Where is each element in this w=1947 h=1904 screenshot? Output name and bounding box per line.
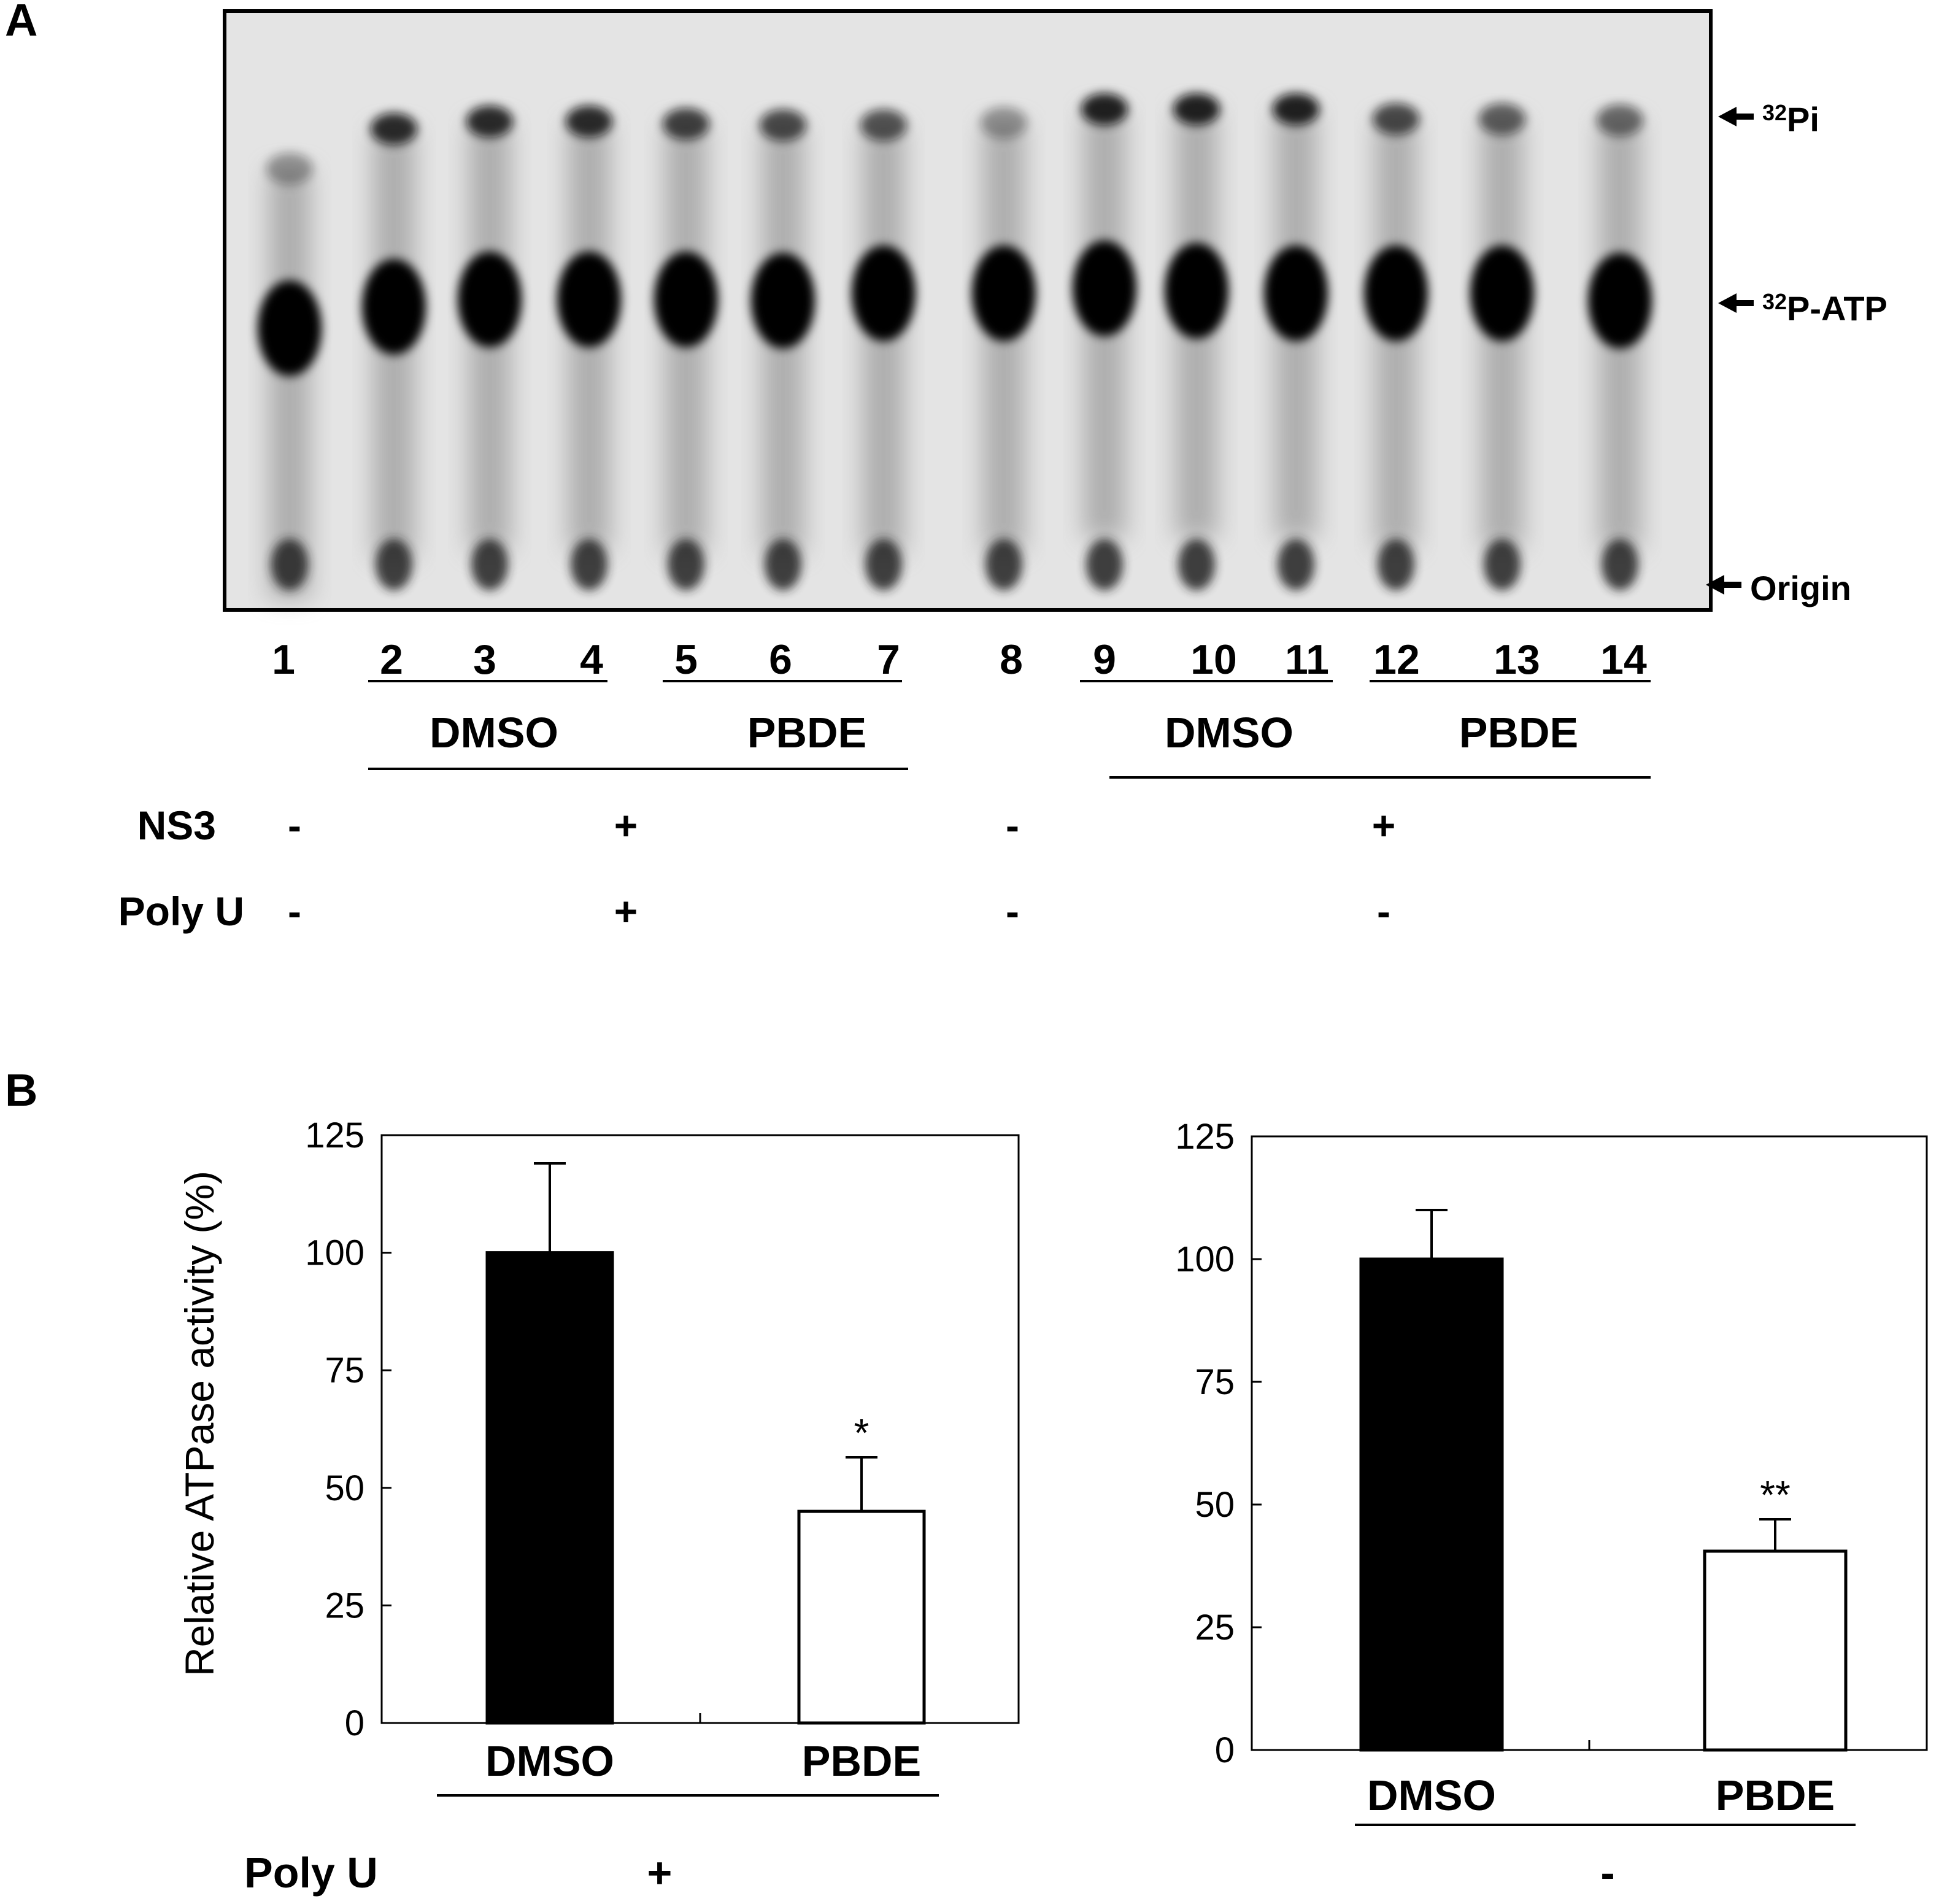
lane-number: 4 [580, 636, 603, 683]
y-tick-label: 75 [325, 1351, 364, 1390]
group-label-dmso: DMSO [1165, 709, 1294, 757]
lane-number: 12 [1373, 636, 1420, 683]
lane-number: 7 [877, 636, 900, 683]
gel-image [223, 9, 1713, 612]
group-label-pbde: PBDE [1459, 709, 1578, 757]
row-value: + [1372, 803, 1396, 848]
y-tick-label: 75 [1195, 1362, 1235, 1402]
bar-chart-left: 0 25 50 75 100 125 DMSO * PBDE [305, 1116, 1020, 1797]
band-label-atp: 32P-ATP [1718, 289, 1887, 328]
lane-number: 2 [380, 636, 403, 683]
y-tick-label: 25 [325, 1586, 364, 1625]
band-label-origin: Origin [1706, 569, 1851, 607]
svg-text:32P-ATP: 32P-ATP [1762, 289, 1887, 328]
bar [1359, 1257, 1504, 1752]
row-value: - [288, 803, 301, 848]
bar-chart-right: 0 25 50 75 100 125 DMSO ** PBDE [1175, 1117, 1928, 1826]
category-label: PBDE [802, 1737, 921, 1785]
group-label-pbde: PBDE [747, 709, 866, 757]
lane-numbers: 1 2 3 4 5 6 7 8 9 10 11 12 13 14 [272, 636, 1647, 683]
y-tick-label: 25 [1195, 1608, 1235, 1648]
atp-superscript: 32 [1762, 289, 1787, 314]
pi-label: Pi [1787, 100, 1819, 139]
y-tick-label: 125 [1175, 1117, 1235, 1157]
atp-label: P-ATP [1787, 289, 1887, 328]
lane-number: 8 [1000, 636, 1023, 683]
row-value: + [614, 888, 638, 934]
row-value: - [288, 888, 301, 934]
row-label-poly-u: Poly U [118, 888, 244, 934]
gel-frame [223, 9, 1713, 612]
bar [1703, 1549, 1848, 1752]
lane-number: 11 [1285, 636, 1329, 683]
panel-a-label: A [5, 0, 37, 45]
row-value: - [1377, 888, 1390, 934]
poly-u-value-left: + [647, 1849, 673, 1897]
origin-label: Origin [1750, 569, 1851, 607]
lane-number: 9 [1093, 636, 1116, 683]
significance-marker: * [854, 1411, 869, 1455]
y-tick-label: 125 [305, 1116, 364, 1155]
row-value: - [1006, 888, 1019, 934]
group-underlines [368, 768, 1651, 779]
lane-number: 6 [769, 636, 792, 683]
y-tick-label: 50 [325, 1468, 364, 1508]
row-label-ns3: NS3 [137, 803, 216, 848]
lane-number: 1 [272, 636, 295, 683]
band-label-pi: 32Pi [1718, 100, 1819, 139]
significance-marker: ** [1760, 1473, 1791, 1517]
gel-lanes [258, 93, 1652, 598]
poly-u-value-right: - [1600, 1849, 1614, 1897]
row-value: - [1006, 803, 1019, 848]
y-tick-label: 0 [345, 1703, 364, 1743]
lane-number: 13 [1494, 636, 1540, 683]
category-label: DMSO [1367, 1771, 1496, 1819]
y-tick-label: 0 [1215, 1730, 1235, 1770]
y-tick-label: 100 [305, 1233, 364, 1273]
category-label: DMSO [485, 1737, 614, 1785]
arrow-left-icon [1718, 293, 1754, 313]
lane-number: 10 [1190, 636, 1237, 683]
group-label-dmso: DMSO [430, 709, 558, 757]
lane-number: 14 [1600, 636, 1647, 683]
y-axis-label: Relative ATPase activity (%) [177, 1171, 222, 1676]
y-tick-label: 50 [1195, 1485, 1235, 1525]
bar [485, 1251, 614, 1725]
arrow-left-icon [1718, 107, 1754, 126]
lane-number: 5 [674, 636, 698, 683]
poly-u-label: Poly U [244, 1849, 378, 1897]
arrow-left-icon [1706, 575, 1741, 595]
category-label: PBDE [1716, 1771, 1835, 1819]
pi-superscript: 32 [1762, 100, 1787, 125]
y-tick-label: 100 [1175, 1239, 1235, 1279]
row-value: + [614, 803, 638, 848]
panel-b-label: B [5, 1065, 37, 1116]
lane-number: 3 [473, 636, 496, 683]
svg-text:32Pi: 32Pi [1762, 100, 1819, 139]
bar [797, 1509, 926, 1725]
